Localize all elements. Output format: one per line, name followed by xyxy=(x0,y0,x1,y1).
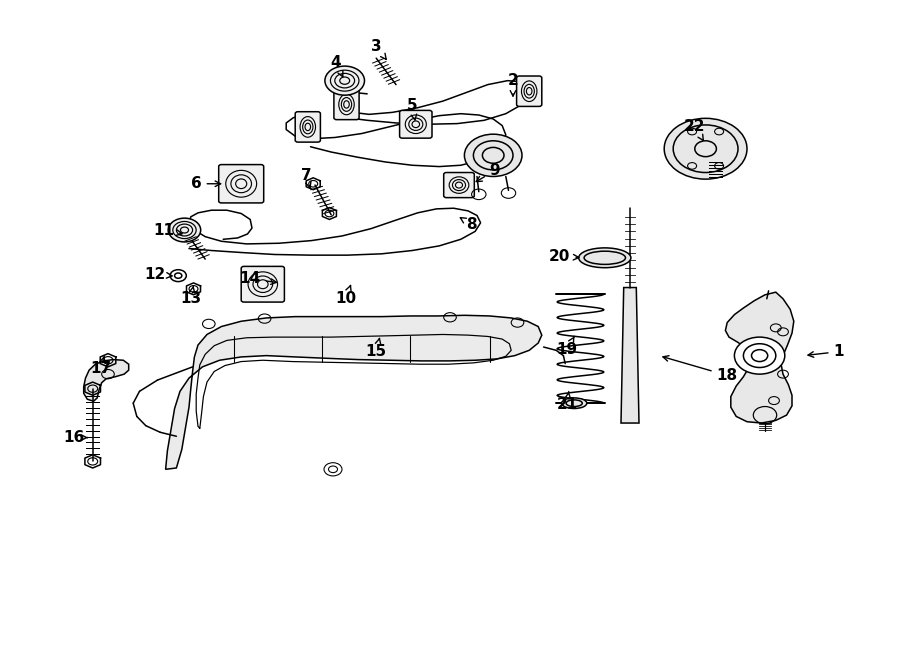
Text: 5: 5 xyxy=(407,98,418,120)
Polygon shape xyxy=(725,292,794,423)
Text: 9: 9 xyxy=(476,163,500,182)
Circle shape xyxy=(325,66,364,95)
Text: 1: 1 xyxy=(808,344,844,359)
Text: 11: 11 xyxy=(153,223,182,237)
Ellipse shape xyxy=(579,248,631,268)
Text: 13: 13 xyxy=(180,286,202,306)
Polygon shape xyxy=(84,360,129,401)
Text: 12: 12 xyxy=(144,267,172,282)
Text: 10: 10 xyxy=(335,286,356,306)
Circle shape xyxy=(734,337,785,374)
Text: 20: 20 xyxy=(549,249,579,264)
Text: 3: 3 xyxy=(371,39,386,59)
Text: 17: 17 xyxy=(90,356,112,376)
Text: 22: 22 xyxy=(684,120,706,141)
Text: 14: 14 xyxy=(239,272,276,286)
Text: 16: 16 xyxy=(63,430,87,445)
Circle shape xyxy=(168,218,201,242)
Text: 8: 8 xyxy=(460,217,477,232)
FancyBboxPatch shape xyxy=(400,110,432,138)
FancyBboxPatch shape xyxy=(241,266,284,302)
Text: 6: 6 xyxy=(191,176,220,191)
Circle shape xyxy=(664,118,747,179)
Text: 2: 2 xyxy=(508,73,518,96)
Text: 18: 18 xyxy=(663,356,738,383)
Text: 4: 4 xyxy=(330,55,343,77)
FancyBboxPatch shape xyxy=(444,173,474,198)
FancyBboxPatch shape xyxy=(219,165,264,203)
Text: 15: 15 xyxy=(365,338,387,359)
Circle shape xyxy=(464,134,522,176)
Polygon shape xyxy=(166,315,542,469)
FancyBboxPatch shape xyxy=(295,112,320,142)
Text: 7: 7 xyxy=(301,168,311,188)
Text: 19: 19 xyxy=(556,336,578,356)
FancyBboxPatch shape xyxy=(517,76,542,106)
Ellipse shape xyxy=(562,398,587,408)
Text: 21: 21 xyxy=(556,391,578,412)
Polygon shape xyxy=(621,288,639,423)
FancyBboxPatch shape xyxy=(334,89,359,120)
